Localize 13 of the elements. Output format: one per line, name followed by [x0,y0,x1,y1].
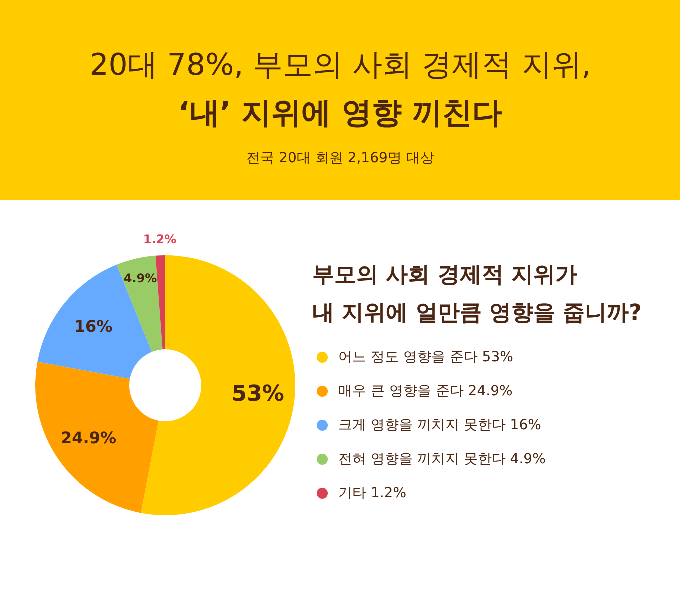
data-label: 53% [232,382,284,407]
data-label: 1.2% [143,232,177,247]
legend-label: 어느 정도 영향을 준다 53% [338,350,514,366]
chart-subtitle: 전국 20대 회원 2,169명 대상 [246,150,434,166]
data-label: 4.9% [124,271,158,286]
data-label: 16% [74,317,113,336]
text: 부모의 사회 경제적 지위가 내 지위에 얼만큼 영향을 줍니까? [312,263,642,326]
chart-title: 20대 78%, 부모의 사회 경제적 지위, ‘내’ 지위에 영향 끼친다 [90,48,592,131]
legend-label: 매우 큰 영향을 준다 24.9% [338,384,513,400]
legend-label: 전혀 영향을 끼치지 못한다 4.9% [338,452,546,468]
legend-label: 기타 1.2% [338,486,407,502]
legend-label: 크게 영향을 끼치지 못한다 16% [338,418,542,434]
data-label: 24.9% [60,428,117,448]
